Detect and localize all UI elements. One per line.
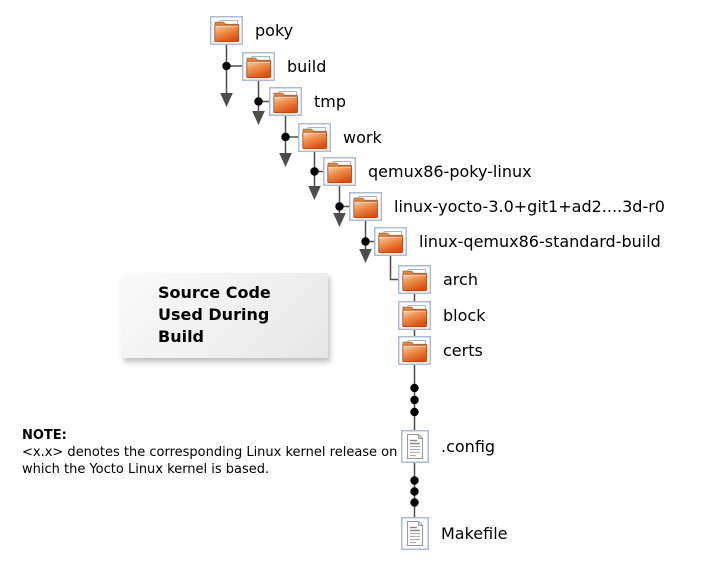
node-label: qemux86-poky-linux (368, 162, 532, 181)
folder-icon (374, 227, 407, 256)
tree-node-work: work (298, 123, 382, 152)
note-line: which the Yocto Linux kernel is based. (22, 462, 270, 477)
tree-node-config: .config (401, 430, 495, 463)
folder-icon (269, 87, 302, 116)
arrowhead-icons (220, 93, 372, 263)
tree-node-block: block (398, 301, 485, 330)
folder-icon (398, 336, 431, 365)
file-icon (401, 517, 429, 550)
node-label: arch (443, 270, 478, 289)
tree-node-certs: certs (398, 336, 483, 365)
node-label: tmp (314, 92, 347, 111)
note-block: NOTE: <x.x> denotes the corresponding Li… (22, 427, 397, 478)
tree-node-poky: poky (210, 16, 293, 45)
folder-icon (298, 123, 331, 152)
tree-node-makefile: Makefile (401, 517, 508, 550)
note-title: NOTE: (22, 428, 67, 443)
folder-icon (398, 301, 431, 330)
node-label: work (343, 128, 382, 147)
tree-node-qemux86-poky-linux: qemux86-poky-linux (323, 157, 532, 186)
node-label: certs (443, 341, 483, 360)
note-line: <x.x> denotes the corresponding Linux ke… (22, 445, 398, 460)
tree-node-tmp: tmp (269, 87, 346, 116)
folder-icon (210, 16, 243, 45)
node-label: poky (255, 21, 294, 40)
tree-node-linux-qemux86-standard-build: linux-qemux86-standard-build (374, 227, 661, 256)
node-label: block (443, 306, 486, 325)
node-label: .config (441, 437, 496, 456)
folder-icon (242, 52, 275, 81)
file-icon (401, 430, 429, 463)
junction-dots (222, 61, 370, 246)
callout-line: Build (158, 327, 205, 346)
tree-node-arch: arch (398, 265, 478, 294)
node-label: build (287, 57, 327, 76)
tree-node-linux-yocto: linux-yocto-3.0+git1+ad2....3d-r0 (349, 192, 665, 221)
callout-line: Source Code (158, 283, 271, 302)
callout-line: Used During (158, 305, 270, 324)
node-label: Makefile (441, 524, 508, 543)
node-label: linux-qemux86-standard-build (419, 232, 661, 251)
tree-node-build: build (242, 52, 326, 81)
ellipsis-dots (410, 383, 419, 507)
source-code-callout: Source Code Used During Build (122, 273, 328, 358)
folder-icon (349, 192, 382, 221)
folder-icon (323, 157, 356, 186)
folder-icon (398, 265, 431, 294)
node-label: linux-yocto-3.0+git1+ad2....3d-r0 (394, 197, 665, 216)
